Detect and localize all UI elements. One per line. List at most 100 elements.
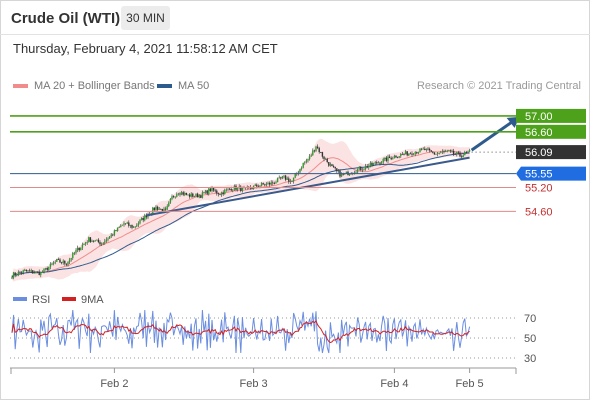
candle-body	[168, 202, 170, 207]
candle	[40, 271, 42, 278]
rsi-legend: RSI 9MA	[13, 294, 104, 306]
candle	[323, 155, 325, 162]
candle	[360, 166, 362, 172]
candle	[404, 149, 407, 155]
candle	[467, 150, 469, 153]
candle	[278, 175, 280, 179]
candle-body	[73, 252, 76, 254]
candle	[374, 161, 376, 166]
candle	[443, 149, 445, 154]
candle-body	[172, 196, 175, 198]
candle-body	[72, 253, 74, 259]
ma9-legend-label: 9MA	[81, 294, 104, 306]
resistance-label: 57.00	[525, 111, 553, 123]
candle	[446, 149, 448, 153]
rsi-level-label: 70	[524, 313, 536, 325]
candle	[113, 229, 116, 237]
candle	[65, 263, 68, 267]
candle	[420, 148, 423, 151]
candle-body	[270, 182, 272, 185]
candle	[180, 190, 183, 196]
candle	[444, 149, 447, 153]
candle-body	[110, 234, 112, 237]
resistance-box	[516, 124, 586, 139]
candle-body	[136, 225, 138, 227]
candle-body	[425, 148, 428, 151]
candle	[38, 269, 40, 276]
candle-body	[174, 196, 176, 198]
candle-body	[312, 150, 314, 156]
candle	[216, 189, 218, 196]
candle-body	[268, 182, 271, 185]
candle-body	[118, 227, 120, 228]
candle-body	[364, 166, 367, 170]
resistance-box	[516, 108, 586, 123]
candle-body	[419, 148, 421, 153]
resistance-label: 56.60	[525, 127, 553, 139]
candle-body	[169, 198, 172, 203]
candle	[81, 242, 84, 251]
candle-body	[35, 271, 37, 273]
candle	[97, 238, 100, 244]
timeframe-button[interactable]: 30 MIN	[121, 6, 170, 30]
candle-body	[384, 157, 386, 159]
ma50-line	[11, 152, 470, 278]
legend-ma20: MA 20 + Bollinger Bands	[13, 80, 155, 92]
candle-body	[161, 208, 164, 212]
candle-body	[273, 183, 276, 184]
candle-body	[115, 230, 117, 232]
candle-body	[78, 247, 80, 251]
candle-body	[318, 148, 320, 153]
candle	[372, 162, 375, 167]
candle	[414, 151, 416, 157]
candle	[400, 152, 402, 159]
pivot-box	[516, 166, 586, 181]
candle-body	[299, 168, 301, 173]
candle-body	[163, 208, 165, 212]
candle-body	[468, 149, 471, 152]
candle	[139, 219, 141, 225]
candle	[336, 168, 338, 173]
candle-body	[334, 166, 336, 169]
candle	[192, 192, 194, 198]
ma20-swatch	[13, 84, 28, 89]
candle	[283, 175, 285, 179]
candle-body	[288, 178, 290, 182]
candle-body	[134, 226, 136, 228]
candle-body	[152, 207, 154, 214]
candle-body	[257, 186, 260, 188]
candle	[268, 181, 271, 187]
candle	[43, 268, 45, 274]
candle-body	[67, 262, 69, 265]
candle	[305, 158, 308, 164]
candle-body	[131, 224, 133, 228]
candle	[100, 242, 103, 246]
candle	[123, 221, 125, 227]
candle	[179, 192, 181, 197]
candle-body	[385, 157, 388, 161]
candle-body	[404, 151, 407, 155]
candle-body	[100, 243, 103, 245]
candle-body	[291, 180, 293, 182]
candle-body	[180, 192, 183, 195]
candle-body	[184, 192, 186, 195]
candle	[51, 262, 53, 266]
candle-body	[25, 269, 28, 272]
candle	[19, 270, 21, 275]
candle-body	[280, 177, 282, 179]
candle-body	[289, 180, 292, 182]
candle	[30, 268, 32, 274]
candle	[440, 150, 442, 154]
candle	[193, 195, 196, 198]
candle	[57, 257, 60, 260]
candle-body	[324, 158, 327, 160]
rsi-9ma-line	[11, 320, 470, 344]
candle-body	[89, 237, 92, 242]
candle	[126, 221, 128, 225]
candle-body	[51, 263, 53, 265]
candle-body	[409, 153, 412, 155]
candle-body	[216, 190, 218, 194]
candle	[382, 157, 384, 165]
candle-body	[188, 194, 191, 197]
